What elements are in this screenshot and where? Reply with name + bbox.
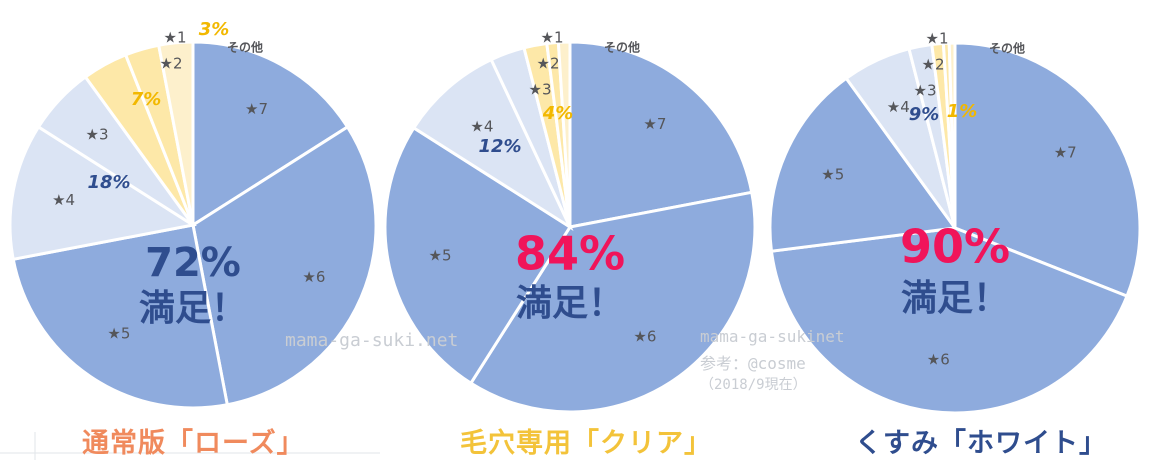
pie1-group-pct-1: 4% <box>542 103 574 124</box>
pie1-group-pct-0: 12% <box>478 136 521 157</box>
pie2-label-1: ★6 <box>927 351 950 369</box>
pie0-label-6: ★1 <box>164 29 187 47</box>
pie2-slice-1 <box>769 226 1129 415</box>
pie0-group-pct-1: 7% <box>131 89 162 110</box>
pie1-label-1: ★6 <box>633 328 656 346</box>
pie0-slice-7 <box>156 40 195 226</box>
pie1-label-5: ★2 <box>537 55 560 73</box>
pie0-center-pct: 72% <box>145 240 241 286</box>
pie0-group-pct-2: 3% <box>199 19 230 40</box>
pie1-label-7: その他 <box>604 40 640 55</box>
pie0-label-2: ★5 <box>107 325 130 343</box>
pie0-label-5: ★2 <box>160 55 183 73</box>
pie0-center-text: 満足！ <box>139 288 247 329</box>
pie1-label-6: ★1 <box>541 29 564 47</box>
pie0-label-4: ★3 <box>86 125 109 143</box>
pie0-label-7: その他 <box>227 40 263 55</box>
pie2-slice-7 <box>947 41 957 229</box>
pie1-slice-3 <box>411 57 574 232</box>
watermark-mid: mama-ga-sukinet <box>700 327 845 346</box>
pie2-slice-2 <box>768 76 958 253</box>
chart-title-white: くすみ「ホワイト」 <box>855 428 1107 459</box>
pie2-slice-0 <box>953 41 1142 299</box>
chart-title-clear: 毛穴専用「クリア」 <box>460 428 712 459</box>
pie0-label-0: ★7 <box>245 100 268 118</box>
pie2-label-0: ★7 <box>1054 144 1077 162</box>
watermark-ref: 参考：@cosme <box>700 354 806 373</box>
pie2-center-text: 満足！ <box>901 278 1009 319</box>
pie1-center-text: 満足！ <box>516 283 624 324</box>
pie0-label-3: ★4 <box>52 191 75 209</box>
pie2-group-pct-0: 9% <box>909 104 940 125</box>
pie1-slice-7 <box>556 40 572 228</box>
pie2-label-3: ★4 <box>887 98 910 116</box>
pie2-group-pct-1: 1% <box>947 101 978 122</box>
watermark-left: mama-ga-suki.net <box>285 330 459 351</box>
pie1-label-0: ★7 <box>643 115 666 133</box>
pie0-group-pct-0: 18% <box>87 172 130 193</box>
pie2-label-5: ★2 <box>922 56 945 74</box>
pie2-label-7: その他 <box>989 41 1025 56</box>
pie1-label-3: ★4 <box>470 118 493 136</box>
chart-title-rose: 通常版「ローズ」 <box>82 428 305 459</box>
pie1-label-4: ★3 <box>529 81 552 99</box>
pie2-center-pct: 90% <box>900 220 1010 274</box>
pie0-slice-3 <box>8 124 198 262</box>
pie2-label-4: ★3 <box>914 82 937 100</box>
pie0-slice-0 <box>191 40 350 228</box>
pie1-slice-2 <box>383 125 573 386</box>
pie0-label-1: ★6 <box>302 268 325 286</box>
watermark-date: （2018/9現在） <box>700 377 807 393</box>
pie0-slice-2 <box>11 223 230 410</box>
pie2-label-6: ★1 <box>926 30 949 48</box>
pie0-slice-1 <box>191 124 378 407</box>
pie2-label-2: ★5 <box>821 166 844 184</box>
pie1-label-2: ★5 <box>429 247 452 265</box>
pie1-center-pct: 84% <box>515 227 625 281</box>
pie1-slice-0 <box>568 40 754 229</box>
pie1-slice-1 <box>468 190 757 414</box>
